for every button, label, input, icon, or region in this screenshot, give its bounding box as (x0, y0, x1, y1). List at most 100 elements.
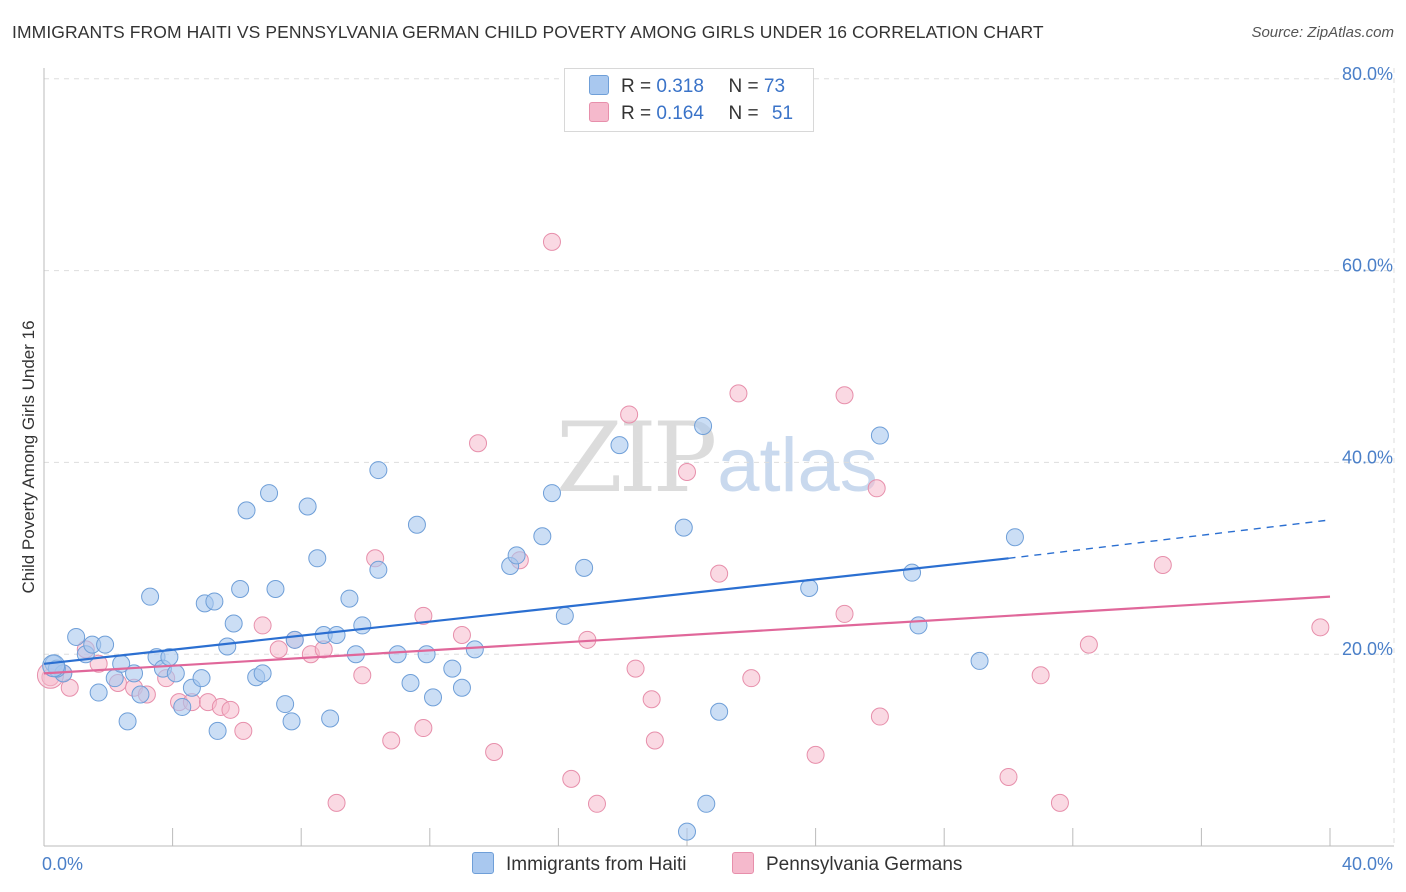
axis-labels: 20.0% 40.0% 60.0% 80.0% 0.0% 40.0% Child Pover… (19, 64, 1393, 874)
data-point-penn (327, 793, 346, 812)
data-point-haiti (327, 626, 346, 645)
data-point-haiti (131, 685, 150, 704)
bottom-legend-swatch-penn (732, 852, 754, 874)
data-point-haiti (417, 645, 436, 664)
legend-n-value-haiti: 73 (763, 76, 786, 97)
data-point-penn (999, 767, 1018, 786)
data-point-haiti (800, 579, 819, 598)
x-tick-label-min: 0.0% (42, 854, 83, 874)
data-point-haiti (903, 563, 922, 582)
data-point-haiti (237, 501, 256, 520)
chart-title: IMMIGRANTS FROM HAITI VS PENNSYLVANIA GE… (12, 22, 1044, 42)
data-point-haiti (260, 484, 279, 503)
data-point-haiti (266, 579, 285, 598)
data-point-haiti (218, 637, 237, 656)
data-point-haiti (407, 515, 426, 534)
data-point-haiti (42, 654, 66, 678)
data-point-haiti (298, 497, 317, 516)
data-point-penn (414, 719, 433, 738)
data-point-haiti (118, 712, 137, 731)
y-tick-label: 60.0% (1342, 256, 1393, 276)
axes (43, 68, 1394, 847)
data-point-haiti (369, 560, 388, 579)
data-point-penn (1031, 666, 1050, 685)
bottom-legend-penn[interactable]: Pennsylvania Germans (732, 852, 962, 876)
legend-r-value-haiti: 0.318 (656, 76, 704, 97)
y-tick-label: 40.0% (1342, 447, 1393, 467)
data-point-penn (587, 794, 606, 813)
bottom-legend-label-haiti: Immigrants from Haiti (506, 854, 687, 875)
data-point-penn (221, 700, 240, 719)
data-point-penn (835, 386, 854, 405)
data-point-haiti (610, 436, 629, 455)
trend-line-haiti-extension (1008, 519, 1331, 559)
data-point-haiti (542, 484, 561, 503)
data-point-penn (729, 384, 748, 403)
data-point-haiti (909, 616, 928, 635)
data-point-penn (562, 769, 581, 788)
data-point-penn (867, 479, 886, 498)
legend-n-label: N = (728, 76, 759, 97)
data-point-haiti (282, 712, 301, 731)
data-point-haiti (507, 546, 526, 565)
correlation-legend: R = 0.318 N = 73 R = 0.164 N = 51 (564, 68, 814, 132)
data-point-penn (1153, 556, 1172, 575)
legend-swatch-haiti (589, 75, 609, 95)
data-point-penn (542, 232, 561, 251)
data-point-haiti (340, 589, 359, 608)
data-point-haiti (141, 587, 160, 606)
data-point-haiti (231, 579, 250, 598)
data-point-penn (253, 616, 272, 635)
y-axis-label: Child Poverty Among Girls Under 16 (19, 320, 38, 593)
data-point-penn (1079, 635, 1098, 654)
data-point-haiti (575, 558, 594, 577)
data-point-penn (269, 640, 288, 659)
legend-r-label: R = (621, 76, 652, 97)
data-point-haiti (253, 664, 272, 683)
data-point-haiti (353, 616, 372, 635)
data-point-haiti (443, 659, 462, 678)
bottom-legend-haiti[interactable]: Immigrants from Haiti (472, 852, 687, 876)
data-point-haiti (96, 635, 115, 654)
data-point-haiti (224, 614, 243, 633)
data-point-haiti (465, 640, 484, 659)
data-point-penn (806, 745, 825, 764)
y-tick-label: 80.0% (1342, 64, 1393, 84)
trend-lines (43, 519, 1331, 675)
data-point-haiti (970, 651, 989, 670)
data-point-haiti (89, 683, 108, 702)
data-point-penn (485, 743, 504, 762)
data-point-haiti (276, 695, 295, 714)
data-point-haiti (205, 592, 224, 611)
data-point-haiti (369, 461, 388, 480)
data-point-haiti (697, 794, 716, 813)
bottom-legend-label-penn: Pennsylvania Germans (766, 854, 963, 875)
legend-r-value-penn: 0.164 (656, 103, 704, 124)
data-point-penn (620, 405, 639, 424)
trend-line-haiti (43, 557, 1009, 665)
data-point-penn (870, 707, 889, 726)
data-point-haiti (173, 697, 192, 716)
legend-n-value-penn: 51 (771, 103, 794, 124)
x-tick-label-max: 40.0% (1342, 854, 1393, 874)
data-point-haiti (401, 673, 420, 692)
trend-line-penn (43, 595, 1331, 675)
data-point-penn (382, 731, 401, 750)
data-point-penn (1050, 793, 1069, 812)
data-point-haiti (674, 518, 693, 537)
legend-row-haiti: R = 0.318 N = 73 (589, 75, 785, 98)
source-label: Source: ZipAtlas.com (1251, 24, 1394, 41)
legend-r-label: R = (621, 103, 652, 124)
data-point-haiti (870, 426, 889, 445)
data-point-penn (742, 669, 761, 688)
data-point-haiti (424, 688, 443, 707)
data-point-penn (353, 666, 372, 685)
data-point-haiti (452, 678, 471, 697)
data-point-penn (645, 731, 664, 750)
data-point-penn (234, 721, 253, 740)
data-point-penn (469, 434, 488, 453)
data-point-haiti (678, 822, 696, 841)
legend-swatch-penn (589, 102, 609, 122)
data-point-haiti (166, 664, 185, 683)
